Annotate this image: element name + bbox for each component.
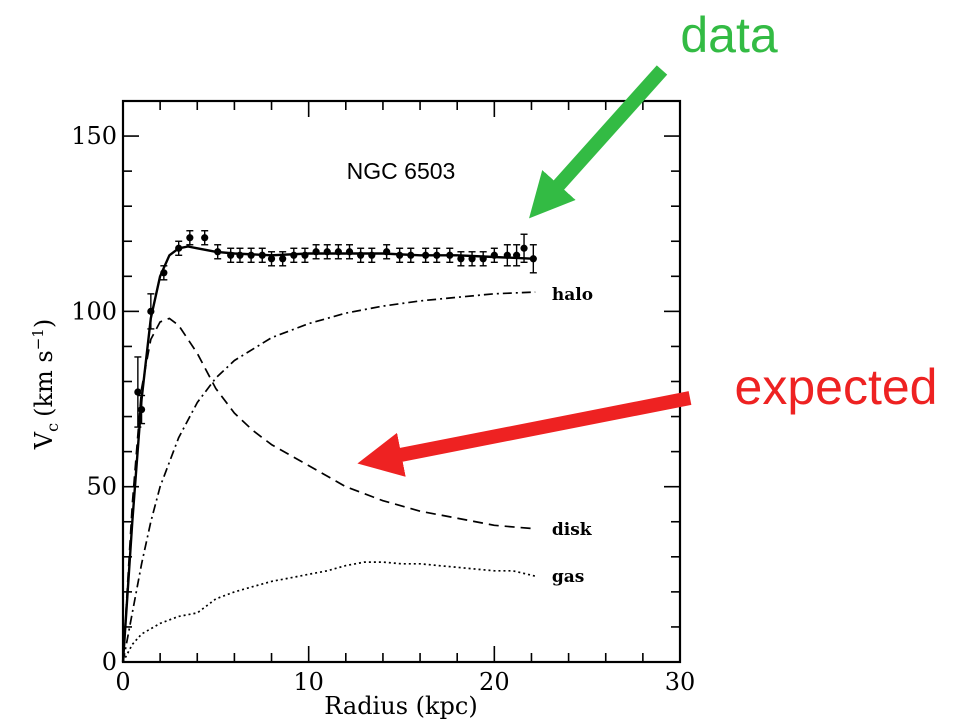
y-axis-label-units-close: ) bbox=[30, 319, 58, 328]
data-point bbox=[479, 255, 487, 263]
data-point bbox=[503, 251, 511, 259]
data-point bbox=[334, 248, 342, 256]
gas-label: gas bbox=[552, 567, 584, 587]
data-point bbox=[134, 388, 142, 396]
x-tick-label: 20 bbox=[479, 668, 510, 696]
y-tick-label: 100 bbox=[71, 297, 117, 325]
expected-annotation-label: expected bbox=[735, 359, 938, 415]
observed-data-points bbox=[134, 230, 537, 428]
y-axis-label: Vc (km s−1) bbox=[29, 319, 62, 450]
model-curves bbox=[121, 245, 536, 663]
y-axis-label-symbol: V bbox=[30, 431, 58, 450]
x-axis-label: Radius (kpc) bbox=[324, 692, 477, 720]
disk-label: disk bbox=[552, 520, 593, 540]
curve-labels: halo disk gas bbox=[552, 285, 593, 587]
data-point bbox=[290, 251, 298, 259]
plot-frame bbox=[121, 99, 682, 664]
data-point bbox=[529, 255, 537, 263]
data-point bbox=[301, 251, 309, 259]
data-point bbox=[407, 251, 415, 259]
data-point bbox=[227, 251, 235, 259]
data-point bbox=[357, 251, 365, 259]
data-point bbox=[422, 251, 430, 259]
data-point bbox=[214, 248, 222, 256]
data-annotation-label: data bbox=[680, 7, 778, 63]
data-point bbox=[468, 255, 476, 263]
halo-curve bbox=[122, 291, 536, 663]
chart-title: NGC 6503 bbox=[347, 158, 456, 184]
x-tick-label: 0 bbox=[115, 668, 130, 696]
data-point bbox=[258, 251, 266, 259]
y-tick-label: 150 bbox=[71, 122, 117, 150]
y-tick-label: 0 bbox=[102, 648, 117, 676]
data-point bbox=[160, 269, 168, 277]
data-point bbox=[236, 251, 244, 259]
data-point bbox=[383, 248, 391, 256]
y-axis-label-units-exponent: −1 bbox=[29, 328, 47, 350]
data-point bbox=[446, 251, 454, 259]
tick-labels: 0 10 20 30 0 50 100 150 bbox=[71, 122, 695, 696]
data-point bbox=[137, 405, 146, 414]
data-point bbox=[312, 248, 320, 256]
data-point bbox=[490, 251, 498, 259]
data-point bbox=[457, 255, 465, 263]
data-point bbox=[345, 248, 354, 256]
data-point bbox=[323, 248, 331, 256]
halo-label: halo bbox=[552, 285, 593, 305]
data-point bbox=[279, 255, 287, 263]
expected-arrow bbox=[357, 391, 692, 477]
total-curve bbox=[121, 245, 536, 663]
axis-ticks bbox=[122, 100, 681, 663]
disk-curve bbox=[122, 317, 536, 663]
x-tick-label: 10 bbox=[293, 668, 324, 696]
x-tick-label: 30 bbox=[665, 668, 696, 696]
data-point bbox=[175, 244, 183, 252]
data-annotation: data bbox=[529, 7, 778, 219]
data-arrow bbox=[529, 65, 668, 219]
data-point bbox=[520, 244, 528, 252]
data-point bbox=[396, 251, 404, 259]
data-point bbox=[201, 234, 209, 242]
y-tick-label: 50 bbox=[86, 473, 117, 501]
data-point bbox=[433, 251, 441, 259]
data-point bbox=[147, 307, 155, 315]
data-point bbox=[513, 251, 521, 259]
expected-annotation: expected bbox=[357, 359, 938, 477]
data-point bbox=[267, 255, 276, 263]
gas-curve bbox=[122, 561, 536, 663]
data-point bbox=[368, 251, 376, 259]
y-axis-label-subscript: c bbox=[43, 423, 62, 432]
y-axis-label-units: (km s bbox=[30, 350, 58, 417]
data-point bbox=[247, 251, 255, 259]
data-point bbox=[186, 234, 194, 242]
